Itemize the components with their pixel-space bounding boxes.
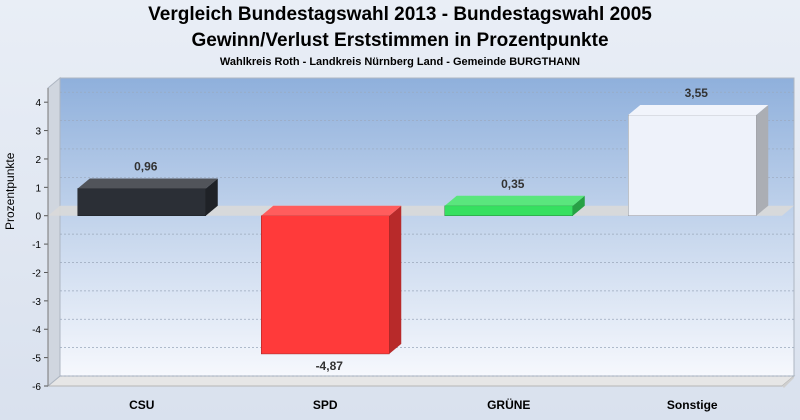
bar-front	[77, 188, 206, 216]
x-axis-ticks: CSU SPD GRÜNE Sonstige	[129, 397, 718, 412]
bar-sonstige	[628, 104, 769, 216]
bar-grüne	[444, 195, 585, 216]
y-tick-label: 3	[35, 127, 41, 138]
chart-title-line1: Vergleich Bundestagswahl 2013 - Bundesta…	[148, 4, 652, 25]
plot-floor-edge	[782, 376, 794, 388]
y-tick-label: 4	[35, 98, 41, 109]
data-label: -4,87	[316, 359, 344, 373]
data-label: 3,55	[685, 86, 709, 100]
bars	[77, 104, 769, 355]
bar-top	[77, 178, 218, 189]
y-tick-label: 1	[35, 183, 41, 194]
bar-spd	[261, 205, 402, 355]
bar-front	[444, 205, 573, 216]
bar-side	[572, 195, 585, 216]
bar-csu	[77, 178, 218, 216]
grid-lines	[48, 91, 794, 377]
bar-top	[628, 104, 769, 115]
data-labels: 0,96 -4,87 0,35 3,55	[134, 86, 708, 373]
y-axis-ticks: 4 3 2 1 0 -1 -2 -3 -4 -5 -6	[32, 88, 49, 393]
bar-front	[261, 215, 390, 355]
y-tick-label: -4	[32, 325, 41, 336]
chart-subtitle: Wahlkreis Roth - Landkreis Nürnberg Land…	[219, 56, 581, 68]
x-tick-label: SPD	[313, 398, 338, 412]
y-tick-label: 0	[35, 212, 41, 223]
bar-top	[261, 205, 402, 216]
y-tick-label: -5	[32, 354, 41, 365]
y-tick-label: -3	[32, 297, 41, 308]
x-tick-label: Sonstige	[667, 398, 718, 412]
y-tick-label: -6	[32, 382, 41, 393]
x-tick-label: CSU	[129, 398, 154, 412]
zero-plane	[48, 205, 794, 216]
data-label: 0,35	[501, 177, 525, 191]
data-label: 0,96	[134, 159, 158, 173]
y-tick-label: -1	[32, 240, 41, 251]
bar-top	[444, 195, 585, 206]
y-tick-label: 2	[35, 155, 41, 166]
y-axis-label: Prozentpunkte	[3, 152, 17, 230]
bar-side	[389, 205, 402, 354]
bar-side	[756, 104, 769, 216]
chart-header: Vergleich Bundestagswahl 2013 - Bundesta…	[0, 2, 800, 69]
bar-front	[628, 114, 757, 216]
y-tick-label: -2	[32, 268, 41, 279]
x-tick-label: GRÜNE	[487, 397, 530, 412]
chart-title-line2: Gewinn/Verlust Erststimmen in Prozentpun…	[191, 30, 609, 51]
plot-left-wall	[47, 76, 61, 388]
bar-side	[205, 178, 218, 216]
plot-floor	[46, 375, 796, 387]
